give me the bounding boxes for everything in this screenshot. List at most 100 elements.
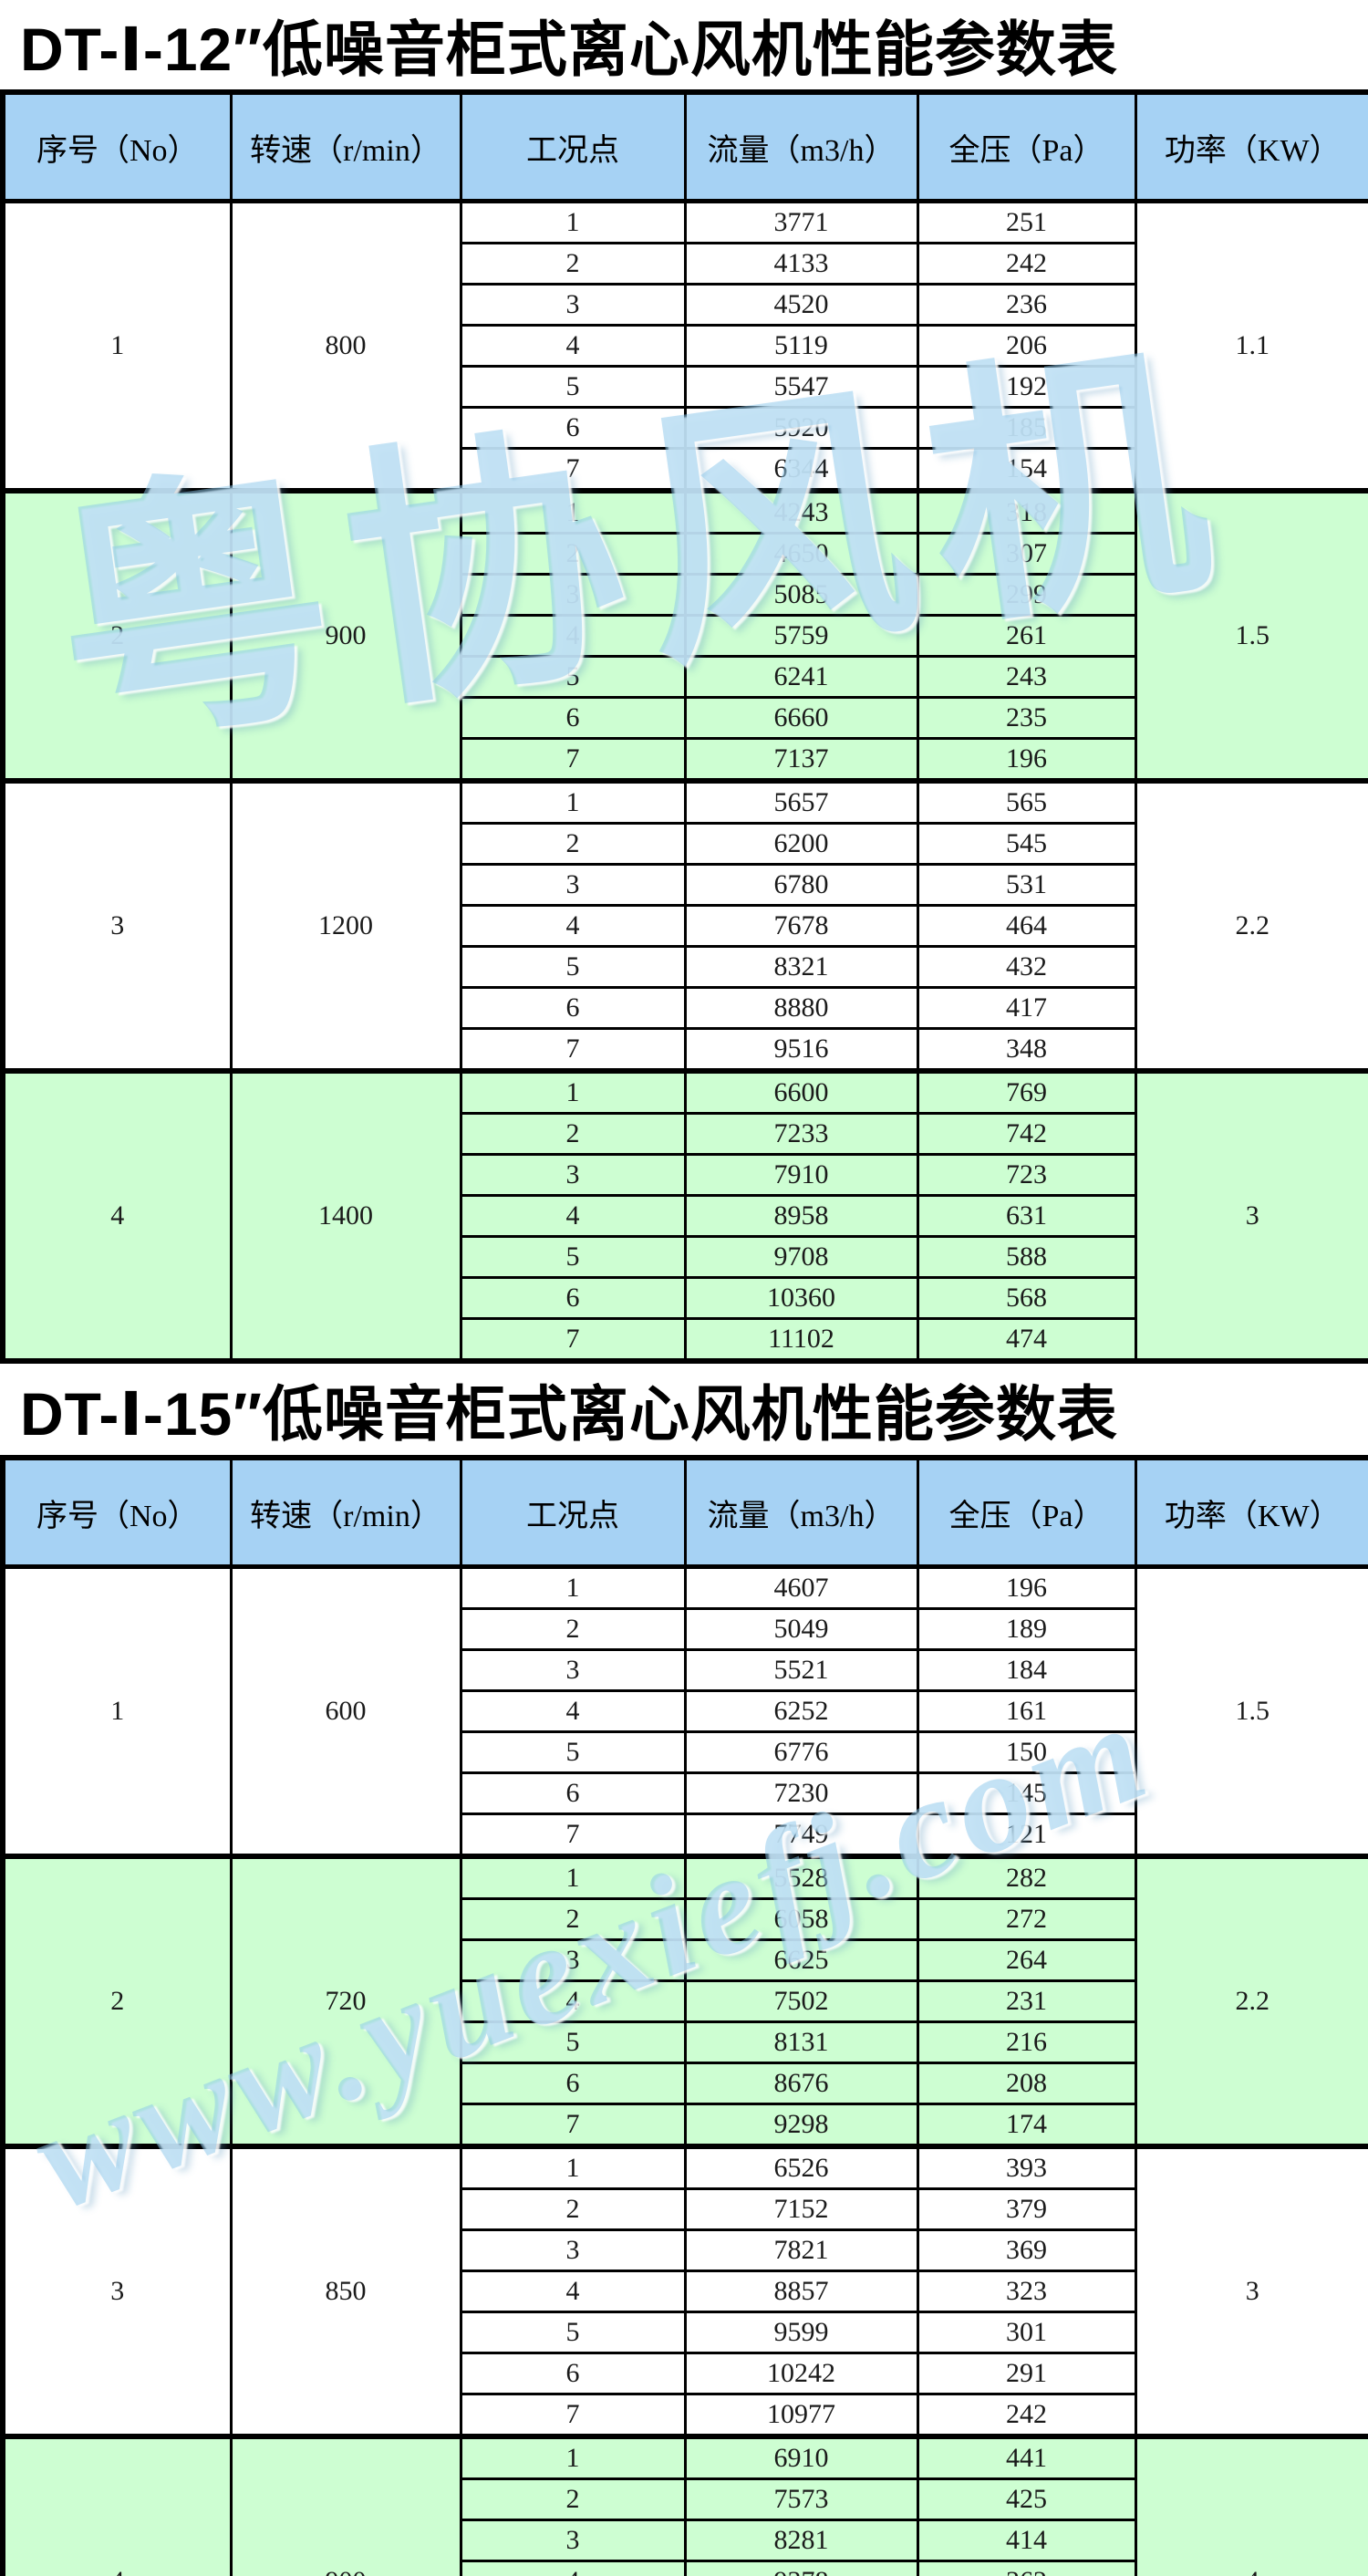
table-row: 5 6776 150: [3, 1730, 1368, 1774]
pressure-cell: 243: [916, 655, 1137, 699]
flow-cell: 11102: [683, 1317, 919, 1363]
point-cell: 2: [459, 1607, 687, 1651]
pressure-cell: 192: [916, 365, 1137, 409]
table-row: 6 8676 208: [3, 2062, 1368, 2105]
flow-cell: 7821: [683, 2228, 919, 2272]
pressure-cell: 251: [916, 200, 1137, 244]
pressure-cell: 236: [916, 283, 1137, 327]
header-flow: 流量（m3/h）: [683, 1456, 919, 1569]
pressure-cell: 631: [916, 1194, 1137, 1238]
header-flow: 流量（m3/h）: [683, 90, 919, 203]
point-cell: 2: [459, 2187, 687, 2231]
power-cell: 1.1: [1134, 200, 1368, 493]
flow-cell: 10360: [683, 1276, 919, 1320]
point-cell: 6: [459, 1276, 687, 1320]
pressure-cell: 121: [916, 1813, 1137, 1858]
table-1-title: DT-Ⅰ-12″低噪音柜式离心风机性能参数表: [20, 16, 1118, 83]
point-cell: 1: [459, 2434, 687, 2480]
pressure-cell: 432: [916, 945, 1137, 989]
point-cell: 1: [459, 2144, 687, 2190]
flow-cell: 8281: [683, 2519, 919, 2562]
table-row: 2 5049 189: [3, 1607, 1368, 1651]
flow-cell: 10242: [683, 2352, 919, 2395]
point-cell: 4: [459, 2560, 687, 2576]
point-cell: 1: [459, 200, 687, 244]
point-cell: 7: [459, 1317, 687, 1363]
table-row: 4 900 1 6910 441 4: [1, 2434, 1368, 2576]
point-cell: 3: [459, 1648, 687, 1692]
flow-cell: 5759: [683, 614, 919, 658]
point-cell: 7: [459, 447, 687, 493]
table-row: 4 8958 631: [3, 1194, 1368, 1238]
header-power: 功率（KW）: [1134, 1456, 1368, 1569]
point-cell: 5: [459, 945, 687, 989]
flow-cell: 4243: [683, 488, 919, 535]
flow-cell: 4607: [683, 1565, 919, 1610]
pressure-cell: 261: [916, 614, 1137, 658]
no-cell: 2: [1, 1854, 233, 2148]
point-cell: 3: [459, 863, 687, 907]
speed-group-800: 1 800 1 3771 251 1.1 2 4133 242 3 4520 236 4…: [1, 200, 1368, 493]
point-cell: 1: [459, 1068, 687, 1115]
point-cell: 6: [459, 696, 687, 740]
flow-cell: 6526: [683, 2144, 919, 2190]
flow-cell: 6252: [683, 1689, 919, 1733]
point-cell: 3: [459, 2519, 687, 2562]
pressure-cell: 145: [916, 1771, 1137, 1815]
flow-cell: 6058: [683, 1897, 919, 1941]
pressure-cell: 154: [916, 447, 1137, 493]
point-cell: 5: [459, 2311, 687, 2354]
rpm-cell: 1200: [229, 778, 462, 1073]
flow-cell: 7152: [683, 2187, 919, 2231]
pressure-cell: 441: [916, 2434, 1137, 2480]
pressure-cell: 161: [916, 1689, 1137, 1733]
point-cell: 5: [459, 2020, 687, 2064]
header-point: 工况点: [459, 1456, 687, 1569]
table-row: 3 4520 236: [3, 283, 1368, 327]
power-cell: 4: [1134, 2434, 1368, 2576]
point-cell: 4: [459, 2270, 687, 2313]
pressure-cell: 174: [916, 2103, 1137, 2148]
table-row: 2 900 1 4243 318 1.5: [1, 488, 1368, 783]
power-cell: 2.2: [1134, 1854, 1368, 2148]
flow-cell: 6660: [683, 696, 919, 740]
rpm-cell: 900: [229, 488, 462, 783]
no-cell: 4: [1, 1068, 233, 1363]
flow-cell: 4650: [683, 532, 919, 576]
point-cell: 3: [459, 1938, 687, 1982]
pressure-cell: 242: [916, 2393, 1137, 2438]
table-row: 7 9298 174: [3, 2103, 1368, 2148]
no-cell: 3: [1, 2144, 233, 2438]
point-cell: 2: [459, 1112, 687, 1156]
pressure-cell: 208: [916, 2062, 1137, 2105]
pressure-cell: 307: [916, 532, 1137, 576]
pressure-cell: 742: [916, 1112, 1137, 1156]
table-row: 4 6252 161: [3, 1689, 1368, 1733]
table-row: 2 4650 307: [3, 532, 1368, 576]
flow-cell: 5920: [683, 406, 919, 450]
pressure-cell: 318: [916, 488, 1137, 535]
pressure-cell: 196: [916, 737, 1137, 783]
flow-cell: 8131: [683, 2020, 919, 2064]
table-row: 2 7152 379: [3, 2187, 1368, 2231]
table-2-title: DT-Ⅰ-15″低噪音柜式离心风机性能参数表: [20, 1380, 1118, 1448]
table-row: 5 5547 192: [3, 365, 1368, 409]
pressure-cell: 588: [916, 1235, 1137, 1279]
table-row: 7 11102 474: [3, 1317, 1368, 1363]
table-row: 6 10360 568: [3, 1276, 1368, 1320]
point-cell: 1: [459, 778, 687, 825]
rpm-cell: 900: [229, 2434, 462, 2576]
rpm-cell: 800: [229, 200, 462, 493]
point-cell: 6: [459, 1771, 687, 1815]
point-cell: 5: [459, 655, 687, 699]
rpm-cell: 1400: [229, 1068, 462, 1363]
table-row: 4 8857 323: [3, 2270, 1368, 2313]
pressure-cell: 769: [916, 1068, 1137, 1115]
table-row: 4 1400 1 6600 769 3: [1, 1068, 1368, 1363]
pressure-cell: 216: [916, 2020, 1137, 2064]
rpm-cell: 600: [229, 1565, 462, 1858]
speed-group-1200: 3 1200 1 5657 565 2.2 2 6200 545 3 6780 531 …: [1, 778, 1368, 1073]
point-cell: 3: [459, 283, 687, 327]
pressure-cell: 474: [916, 1317, 1137, 1363]
